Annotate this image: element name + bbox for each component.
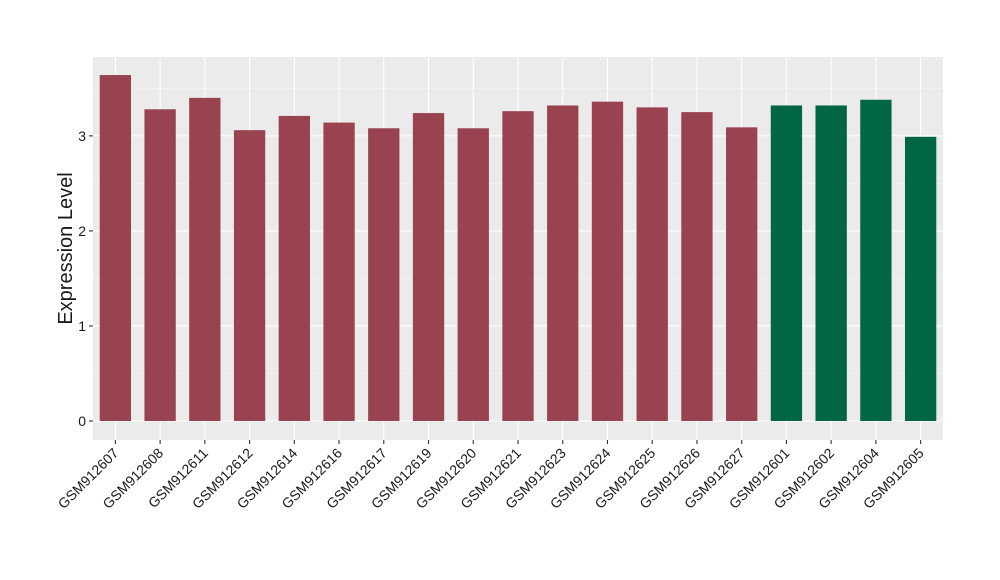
x-axis: GSM912607GSM912608GSM912611GSM912612GSM9… [55,440,927,512]
y-tick-label: 1 [78,318,86,334]
bar [770,105,803,421]
bar [412,113,445,421]
bar [726,127,758,421]
bar [502,111,534,421]
bar [278,115,310,421]
y-tick-label: 2 [78,223,86,239]
bar [815,105,847,421]
bar [323,122,355,421]
bar [547,105,579,421]
bar [189,97,221,421]
bar [233,130,266,421]
bars [99,75,937,421]
bar [636,107,668,421]
bar [99,75,132,421]
bar [591,101,624,421]
y-tick-label: 3 [78,128,86,144]
y-axis: 0 1 2 3 [78,128,93,429]
bar [681,112,713,421]
y-tick-label: 0 [78,413,86,429]
y-axis-label: Expression Level [55,172,77,324]
bar [368,128,400,421]
bar [860,99,892,421]
bar [144,109,176,421]
bar [457,128,489,421]
bar [904,136,937,421]
